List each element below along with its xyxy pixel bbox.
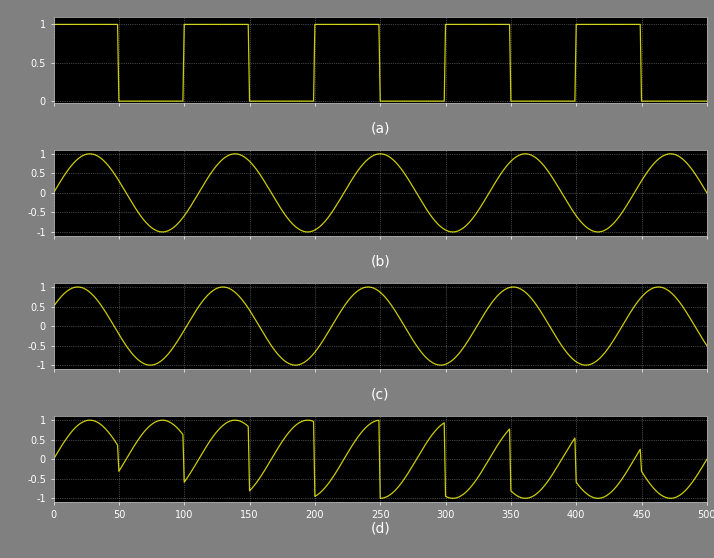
Text: (a): (a) — [371, 122, 390, 136]
Text: (b): (b) — [371, 255, 390, 269]
Text: (d): (d) — [371, 521, 390, 535]
Text: (c): (c) — [371, 388, 389, 402]
